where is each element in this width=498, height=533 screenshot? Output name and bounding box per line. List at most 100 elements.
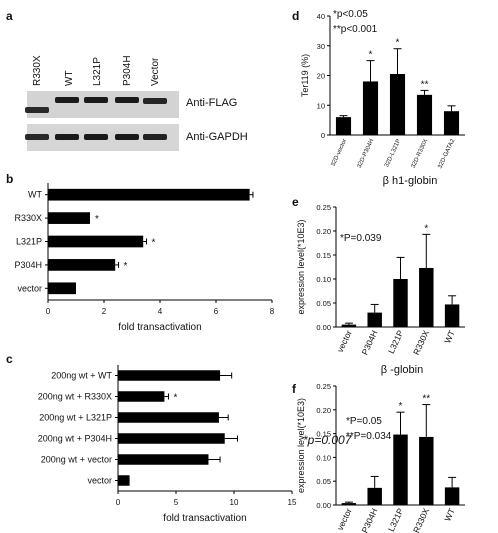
category-label: L321P bbox=[16, 237, 42, 247]
bar bbox=[444, 487, 460, 505]
category-label: R330X bbox=[14, 213, 42, 223]
category-label: R330X bbox=[411, 328, 431, 356]
bar bbox=[419, 267, 434, 327]
significance-marker: * bbox=[152, 238, 156, 249]
y-tick-label: 0.15 bbox=[316, 251, 331, 260]
category-label: P304H bbox=[359, 507, 379, 533]
bar bbox=[118, 454, 209, 465]
category-label: vector bbox=[335, 328, 354, 353]
bar bbox=[389, 74, 406, 135]
blot-gapdh-bands bbox=[25, 134, 167, 140]
y-tick-label: 0.05 bbox=[316, 477, 331, 486]
chart-title-e: β h1-globin bbox=[383, 175, 438, 187]
bar bbox=[341, 324, 357, 327]
chart-b: 0 2 4 6 8 fold transactivation WT R330X * L321P * P… bbox=[14, 183, 275, 333]
panel-letter-e: e bbox=[292, 195, 299, 209]
bar bbox=[367, 487, 382, 505]
y-tick-label: 30 bbox=[317, 42, 325, 51]
blot-band bbox=[115, 97, 139, 103]
y-tick-label: 20 bbox=[317, 72, 325, 81]
y-axis-title: Ter119 (%) bbox=[300, 54, 310, 97]
category-label: WT bbox=[442, 329, 457, 345]
category-label: 32D-GATA2 bbox=[437, 138, 456, 170]
y-tick-label: 0 bbox=[321, 131, 325, 140]
x-tick-label: 10 bbox=[230, 498, 239, 507]
category-label: vector bbox=[17, 283, 42, 293]
panel-letter-b: b bbox=[6, 172, 13, 186]
panel-letter-f: f bbox=[292, 382, 297, 396]
significance-marker: * bbox=[124, 261, 128, 272]
significance-marker: ** bbox=[421, 79, 429, 90]
bar bbox=[393, 279, 408, 327]
panel-letter-a: a bbox=[6, 9, 13, 23]
bar bbox=[48, 212, 90, 224]
panel-letter-c: c bbox=[6, 352, 13, 366]
x-tick-label: 0 bbox=[46, 307, 51, 316]
lane-label-1: R330X bbox=[32, 55, 43, 86]
category-label: 200ng wt + P304H bbox=[38, 434, 112, 444]
significance-marker: ** bbox=[422, 394, 430, 405]
category-label: 200ng wt + WT bbox=[51, 371, 112, 381]
bar bbox=[48, 235, 144, 248]
y-tick-label: 0.05 bbox=[316, 299, 331, 308]
y-tick-label: 0.25 bbox=[316, 203, 331, 212]
y-axis-title: expression level(*10E3) bbox=[296, 219, 306, 314]
bar bbox=[416, 94, 433, 135]
p-value-legend: *P=0.05 bbox=[346, 416, 382, 427]
lane-label-5: Vector bbox=[150, 57, 161, 86]
category-label: vector bbox=[87, 476, 112, 486]
y-axis-title: expression level(*10E3) bbox=[296, 398, 306, 493]
y-tick-label: 0.20 bbox=[316, 227, 331, 236]
y-tick-label: 10 bbox=[317, 101, 325, 110]
y-tick-label: 0.25 bbox=[316, 382, 331, 391]
category-label: WT bbox=[442, 507, 457, 523]
bar bbox=[118, 391, 165, 402]
x-tick-label: 8 bbox=[270, 307, 275, 316]
blot-band bbox=[84, 134, 108, 140]
lane-label-2: WT bbox=[64, 70, 75, 86]
bar bbox=[393, 434, 408, 505]
category-label: 32D-R330X bbox=[411, 138, 430, 169]
p-value-legend: *P=0.039 bbox=[340, 233, 382, 244]
category-label: P304H bbox=[14, 260, 42, 270]
bar bbox=[48, 188, 250, 201]
x-tick-label: 0 bbox=[116, 498, 121, 507]
p-value-legend: *p<0.05 bbox=[333, 9, 368, 20]
significance-marker: * bbox=[95, 214, 99, 225]
lane-label-3: L321P bbox=[92, 57, 103, 86]
y-tick-label: 0.15 bbox=[316, 430, 331, 439]
lane-labels: R330X WT L321P P304H Vector bbox=[32, 55, 161, 86]
significance-marker: * bbox=[173, 393, 177, 404]
blot-label-gapdh: Anti-GAPDH bbox=[186, 131, 248, 143]
category-label: WT bbox=[28, 190, 42, 200]
bar bbox=[118, 475, 130, 486]
chart-e: 0.00 0.05 0.10 0.15 0.20 0.25 expression level… bbox=[296, 203, 465, 376]
lane-label-4: P304H bbox=[122, 55, 133, 86]
bar bbox=[444, 304, 460, 327]
p-value-legend: **P=0.034 bbox=[346, 431, 392, 442]
p-value-legend: **p<0.001 bbox=[333, 24, 378, 35]
bar bbox=[118, 412, 219, 423]
blot-band bbox=[55, 97, 79, 103]
blot-flag-bands bbox=[25, 97, 167, 113]
bar bbox=[367, 312, 382, 327]
bar bbox=[419, 436, 434, 505]
panel-letter-d: d bbox=[292, 9, 299, 23]
category-label: L321P bbox=[386, 506, 406, 533]
blot-band bbox=[25, 134, 49, 140]
category-label: 32D-vector bbox=[330, 138, 348, 167]
category-label: P304H bbox=[359, 329, 379, 357]
category-label: 32D-L321P bbox=[384, 138, 402, 168]
y-tick-label: 0.20 bbox=[316, 406, 331, 415]
blot-flag-membrane bbox=[27, 91, 179, 118]
x-axis-title: fold transactivation bbox=[118, 322, 201, 333]
blot-label-flag: Anti-FLAG bbox=[186, 97, 237, 109]
significance-marker: * bbox=[369, 50, 373, 61]
bar bbox=[341, 503, 357, 505]
category-label: 32D-P304H bbox=[357, 138, 376, 169]
category-label: L321P bbox=[386, 328, 406, 355]
p-value-note: *p=0.007 bbox=[303, 433, 353, 447]
bar bbox=[362, 81, 379, 135]
blot-band bbox=[55, 134, 79, 140]
